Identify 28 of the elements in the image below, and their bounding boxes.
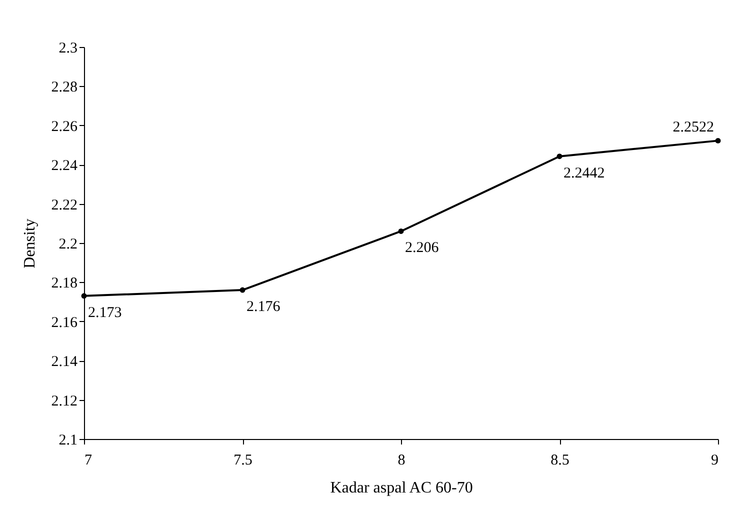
x-tick-label: 7 [84, 452, 92, 468]
y-tick-label: 2.3 [58, 40, 78, 56]
data-label: 2.176 [246, 299, 281, 316]
y-tick-label: 2.1 [58, 432, 78, 448]
y-tick-label: 2.12 [51, 393, 78, 410]
data-label: 2.2442 [564, 165, 605, 182]
y-tick-label: 2.2 [58, 236, 78, 252]
y-tick-label: 2.24 [51, 158, 78, 174]
y-axis-title: Density [21, 218, 38, 268]
point [240, 287, 246, 293]
x-tick-label: 8.5 [550, 452, 570, 468]
data-label: 2.2522 [672, 120, 714, 136]
y-tick-label: 2.16 [51, 314, 78, 331]
x-tick-label: 7.5 [234, 452, 252, 468]
point [81, 293, 87, 299]
point [715, 138, 721, 144]
x-tick-label: 9 [711, 452, 718, 468]
y-tick-label: 2.22 [51, 197, 78, 214]
data-label: 2.173 [88, 304, 122, 321]
point [556, 154, 562, 160]
y-tick-label: 2.18 [51, 276, 78, 292]
y-tick-label: 2.28 [51, 80, 78, 96]
y-tick-label: 2.26 [51, 118, 78, 135]
x-tick-label: 8 [398, 452, 406, 468]
x-axis-title: Kadar aspal AC 60-70 [330, 480, 473, 496]
point [398, 228, 404, 234]
y-tick-label: 2.14 [51, 354, 78, 370]
data-label: 2.206 [405, 240, 440, 256]
